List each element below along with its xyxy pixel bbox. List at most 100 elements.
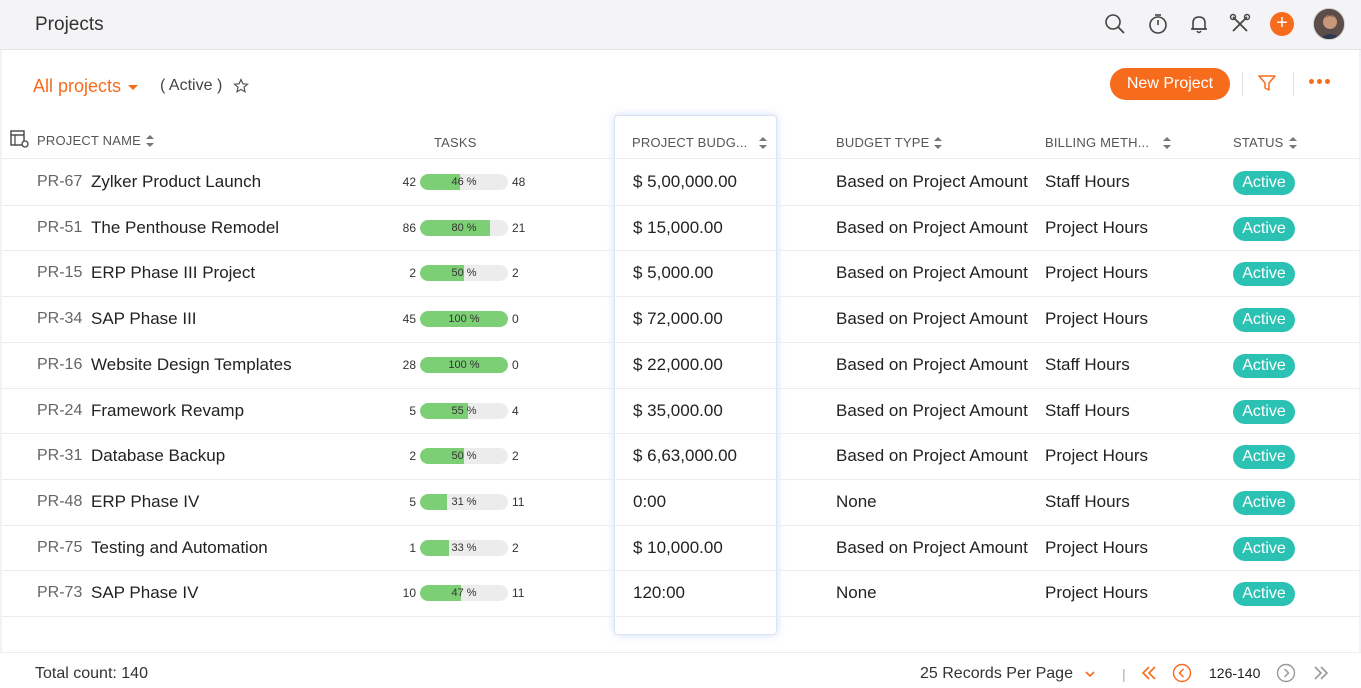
table-row[interactable]: PR-24 Framework Revamp 5 55 % 4 $ 35,000.00 Ba… <box>0 388 1361 434</box>
open-tasks-count: 42 <box>402 175 416 189</box>
avatar[interactable] <box>1313 8 1345 40</box>
project-name-link[interactable]: ERP Phase III Project <box>91 263 256 282</box>
table-row[interactable]: PR-15 ERP Phase III Project 2 50 % 2 $ 5,000.… <box>0 250 1361 296</box>
project-budget: $ 35,000.00 <box>633 401 723 420</box>
budget-type: Based on Project Amount <box>836 446 1028 465</box>
closed-tasks-count: 0 <box>512 312 519 326</box>
project-name-link[interactable]: SAP Phase III <box>91 309 197 328</box>
filter-icon[interactable] <box>1257 73 1277 93</box>
task-progress-fill <box>420 585 462 601</box>
page-range: 126-140 <box>1209 665 1261 681</box>
sort-icon[interactable] <box>1288 136 1297 149</box>
billing-method: Project Hours <box>1045 583 1148 602</box>
project-id: PR-16 <box>37 356 83 373</box>
closed-tasks-count: 2 <box>512 266 519 280</box>
project-name-link[interactable]: The Penthouse Remodel <box>91 218 280 237</box>
table-row[interactable]: PR-51 The Penthouse Remodel 86 80 % 21 $ 15,0… <box>0 205 1361 251</box>
project-budget: 0:00 <box>633 492 667 511</box>
task-progress-bar: 80 % <box>420 220 508 236</box>
next-page-icon[interactable] <box>1276 663 1296 683</box>
more-options-icon[interactable] <box>1309 79 1330 84</box>
status-badge: Active <box>1233 491 1295 515</box>
open-tasks-count: 86 <box>402 221 416 235</box>
project-name-link[interactable]: Zylker Product Launch <box>91 172 262 191</box>
table-row[interactable]: PR-67 Zylker Product Launch 42 46 % 48 $ 5,00… <box>0 159 1361 205</box>
sort-icon[interactable] <box>934 136 943 149</box>
open-tasks-count: 5 <box>409 495 416 509</box>
records-per-page-select[interactable]: 25 Records Per Page <box>920 665 1073 682</box>
task-progress-label: 33 % <box>451 542 477 554</box>
project-budget: $ 10,000.00 <box>633 538 723 557</box>
view-selector: All projects ( Active ) <box>33 75 250 97</box>
table-row[interactable]: PR-34 SAP Phase III 45 100 % 0 $ 72,000.00 Bas… <box>0 296 1361 342</box>
last-page-icon[interactable] <box>1311 663 1331 683</box>
closed-tasks-count: 2 <box>512 541 519 555</box>
status-badge: Active <box>1233 171 1295 195</box>
search-icon[interactable] <box>1104 13 1126 35</box>
header-billing-method[interactable]: BILLING METH... <box>1045 135 1172 150</box>
row-divider <box>2 433 1359 434</box>
open-tasks-count: 5 <box>409 404 416 418</box>
billing-method: Staff Hours <box>1045 172 1130 191</box>
task-progress-bar: 33 % <box>420 540 508 556</box>
header-status[interactable]: STATUS <box>1233 135 1297 150</box>
header-divider <box>2 158 1359 159</box>
table-row[interactable]: PR-73 SAP Phase IV 10 47 % 11 120:00 None Proje… <box>0 570 1361 616</box>
task-progress-bar: 50 % <box>420 448 508 464</box>
active-filter-label: ( Active ) <box>160 77 223 94</box>
header-tasks: TASKS <box>434 135 477 150</box>
closed-tasks-count: 48 <box>512 175 526 189</box>
column-settings-icon[interactable] <box>10 129 30 149</box>
project-id: PR-15 <box>37 264 83 281</box>
task-progress-bar: 46 % <box>420 174 508 190</box>
status-badge: Active <box>1233 537 1295 561</box>
toolbar-divider <box>1242 72 1243 96</box>
chevron-down-icon[interactable] <box>128 84 139 90</box>
project-name-link[interactable]: SAP Phase IV <box>91 583 199 602</box>
row-divider <box>2 479 1359 480</box>
timer-icon[interactable] <box>1147 13 1169 35</box>
project-name-link[interactable]: Website Design Templates <box>91 355 292 374</box>
add-button[interactable]: + <box>1270 12 1294 36</box>
new-project-button[interactable]: New Project <box>1110 68 1230 100</box>
project-name-link[interactable]: ERP Phase IV <box>91 492 200 511</box>
row-divider <box>2 570 1359 571</box>
project-name-link[interactable]: Framework Revamp <box>91 401 245 420</box>
project-budget: $ 72,000.00 <box>633 309 723 328</box>
project-budget: $ 15,000.00 <box>633 218 723 237</box>
star-icon[interactable] <box>233 78 250 94</box>
closed-tasks-count: 0 <box>512 358 519 372</box>
row-divider <box>2 296 1359 297</box>
header-project-name[interactable]: PROJECT NAME <box>37 133 155 148</box>
row-divider <box>2 525 1359 526</box>
first-page-icon[interactable] <box>1139 663 1159 683</box>
budget-type: Based on Project Amount <box>836 401 1028 420</box>
table-row[interactable]: PR-75 Testing and Automation 1 33 % 2 $ 10,00… <box>0 525 1361 571</box>
task-progress-label: 100 % <box>448 313 480 325</box>
sort-icon[interactable] <box>759 136 768 149</box>
header-budget-type[interactable]: BUDGET TYPE <box>836 135 943 150</box>
budget-type: Based on Project Amount <box>836 538 1028 557</box>
project-name-link[interactable]: Database Backup <box>91 446 226 465</box>
tools-icon[interactable] <box>1229 13 1251 35</box>
chevron-down-icon[interactable] <box>1085 669 1095 679</box>
previous-page-icon[interactable] <box>1172 663 1192 683</box>
all-projects-dropdown[interactable]: All projects <box>33 75 122 96</box>
table-row[interactable]: PR-31 Database Backup 2 50 % 2 $ 6,63,000.00 B… <box>0 433 1361 479</box>
project-id: PR-67 <box>37 173 83 190</box>
sort-icon[interactable] <box>1163 136 1172 149</box>
header-project-budget[interactable]: PROJECT BUDG... <box>632 135 768 150</box>
task-progress-label: 47 % <box>451 587 477 599</box>
budget-type: Based on Project Amount <box>836 309 1028 328</box>
table-row[interactable]: PR-16 Website Design Templates 28 100 % 0 $ 2… <box>0 342 1361 388</box>
project-name-link[interactable]: Testing and Automation <box>91 538 268 557</box>
project-id: PR-34 <box>37 310 83 327</box>
table-row[interactable]: PR-48 ERP Phase IV 5 31 % 11 0:00 None Staff Ho… <box>0 479 1361 525</box>
task-progress-bar: 50 % <box>420 265 508 281</box>
bell-icon[interactable] <box>1188 13 1210 35</box>
toolbar-divider <box>1293 72 1294 96</box>
budget-type: None <box>836 492 877 511</box>
billing-method: Project Hours <box>1045 218 1148 237</box>
sort-icon[interactable] <box>146 134 155 147</box>
task-progress-fill <box>420 448 464 464</box>
